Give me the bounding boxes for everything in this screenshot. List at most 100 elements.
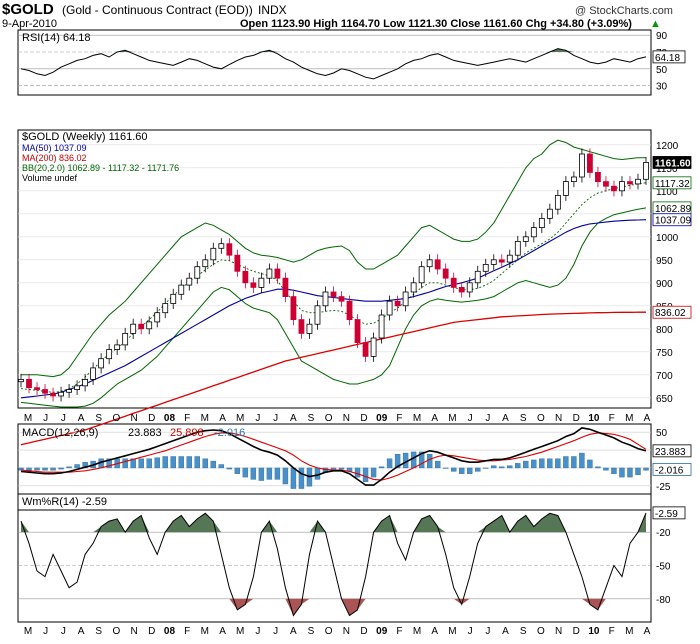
price-current-box (652, 156, 692, 169)
candle-body (346, 300, 353, 321)
macd-histogram-bar (266, 467, 273, 480)
candle-body (458, 286, 465, 293)
date: 9-Apr-2010 (2, 18, 57, 30)
price-current-box (652, 176, 692, 190)
legend-bb: BB(20,2.0) 1062.89 - 1117.32 - 1171.76 (22, 163, 179, 173)
candle-body (394, 300, 401, 307)
candle-body (587, 153, 593, 173)
williams-x-label: J (61, 626, 66, 637)
candle-body (322, 291, 329, 307)
macd-histogram-bar (426, 454, 433, 469)
williams-x-label: O (325, 626, 333, 637)
candle-body (595, 171, 601, 182)
williams-high-fill (21, 512, 646, 533)
williams-x-label: O (537, 626, 545, 637)
williams-x-label: J (273, 626, 278, 637)
legend-volume: Volume undef (22, 173, 78, 183)
macd-histogram-bar (531, 459, 537, 469)
macd-histogram-bar (338, 467, 345, 470)
price-current-label: 1161.60 (655, 158, 691, 169)
williams-x-label: 10 (588, 626, 600, 637)
williams-x-label: M (201, 626, 209, 637)
macd-histogram-bar (258, 467, 265, 481)
candle-body (266, 268, 273, 279)
candle-body (306, 323, 313, 334)
macd-histogram-bar (154, 457, 160, 469)
candle-body (290, 296, 297, 321)
williams-current-label: -2.59 (655, 509, 678, 520)
candle-body (314, 305, 321, 325)
price-x-label: F (396, 413, 402, 424)
williams-x-label: A (644, 626, 651, 637)
candle-body (330, 291, 337, 297)
price-x-label: O (537, 413, 545, 424)
williams-tick-label: -20 (656, 528, 671, 539)
candle-body (258, 277, 265, 288)
candle-body (603, 181, 609, 187)
williams-x-label: M (413, 626, 421, 637)
candle-body (170, 293, 177, 304)
price-x-label: F (184, 413, 190, 424)
williams-x-label: J (43, 626, 48, 637)
candle-body (90, 367, 97, 380)
price-x-label: 10 (588, 413, 600, 424)
candle-body (402, 291, 409, 307)
rsi-tick-label: 90 (656, 31, 668, 42)
macd-histogram-bar (170, 456, 176, 469)
macd-histogram-bar (515, 463, 521, 469)
price-x-label: N (555, 413, 562, 424)
candle-body (378, 314, 385, 339)
macd-histogram-bar (434, 460, 441, 469)
candle-body (522, 236, 529, 242)
candle-body (194, 266, 201, 279)
price-x-label: M (24, 413, 32, 424)
macd-histogram-bar (571, 456, 577, 469)
macd-histogram-bar (234, 467, 241, 474)
candle-body (274, 268, 281, 279)
candle-body (234, 254, 241, 272)
price-current-box (652, 213, 692, 227)
macd-histogram-bar (250, 467, 257, 480)
macd-histogram-bar (603, 467, 609, 471)
williams-x-label: M (625, 626, 633, 637)
legend-ma50: MA(50) 1037.09 (22, 143, 87, 153)
macd-histogram-bar (146, 458, 152, 469)
williams-x-label: O (113, 626, 121, 637)
candle-body (186, 277, 193, 286)
williams-x-label: J (255, 626, 260, 637)
price-x-label: A (219, 413, 226, 424)
williams-x-label: A (78, 626, 85, 637)
williams-tick-label: -80 (656, 595, 671, 606)
quote: Open 1123.90 High 1164.70 Low 1121.30 Cl… (240, 18, 632, 30)
price-current-label: 1037.09 (655, 216, 692, 227)
price-tick-label: 950 (656, 256, 673, 267)
macd-histogram-bar (58, 467, 64, 470)
rsi-tick-label: 30 (656, 82, 668, 93)
price-x-label: N (130, 413, 137, 424)
macd-signal-line (20, 432, 647, 481)
macd-histogram-bar (547, 458, 553, 469)
williams-x-label: N (130, 626, 137, 637)
williams-x-label: D (573, 626, 580, 637)
price-x-label: N (343, 413, 350, 424)
candle-body (202, 259, 209, 268)
candle-body (370, 337, 377, 357)
macd-histogram-bar (459, 467, 465, 474)
macd-histogram-bar (298, 467, 305, 489)
macd-histogram-bar (362, 467, 369, 482)
price-x-label: A (78, 413, 85, 424)
candle-body (538, 217, 545, 228)
macd-histogram-bar (50, 467, 56, 471)
rsi-tick-label: 50 (656, 65, 668, 76)
macd-histogram-bar (130, 458, 136, 469)
candle-body (106, 349, 113, 360)
price-x-label: O (325, 413, 333, 424)
candle-body (643, 162, 649, 180)
price-x-label: D (573, 413, 580, 424)
price-tick-label: 650 (656, 394, 673, 405)
ma200-line (20, 311, 646, 446)
price-x-label: D (360, 413, 367, 424)
williams-x-label: F (609, 626, 615, 637)
price-tick-label: 800 (656, 325, 673, 336)
